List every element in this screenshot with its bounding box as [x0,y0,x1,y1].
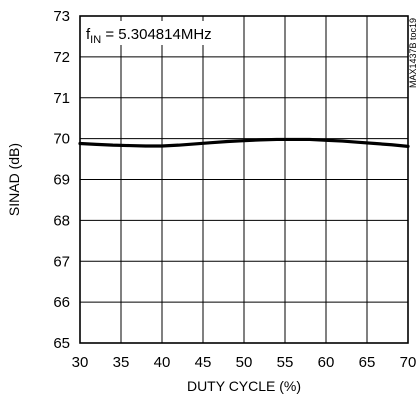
y-axis-title: SINAD (dB) [6,143,22,216]
y-tick-label: 72 [53,49,70,66]
figure-id-label: MAX1437B toc19 [408,18,418,88]
annotation-label: fIN = 5.304814MHz [86,26,212,46]
x-tick-label: 55 [277,354,294,371]
y-tick-label: 68 [53,212,70,229]
annotation-background [82,21,214,45]
y-tick-label: 73 [53,8,70,25]
x-tick-label: 35 [113,354,130,371]
series-layer [78,137,410,148]
x-tick-label: 60 [318,354,335,371]
y-tick-label: 65 [53,335,70,352]
annotation-prefix: f [86,26,91,43]
x-tick-labels: 30 35 40 45 50 55 60 65 70 [72,354,417,371]
y-tick-label: 69 [53,172,70,189]
y-tick-label: 71 [53,90,70,107]
y-tick-label: 70 [53,131,70,148]
x-tick-label: 70 [400,354,417,371]
y-tick-label: 66 [53,294,70,311]
x-tick-label: 30 [72,354,89,371]
series-line [78,137,410,148]
annotation-value: = 5.304814MHz [101,26,212,43]
y-tick-labels: 65 66 67 68 69 70 71 72 73 [53,8,70,352]
x-tick-label: 40 [154,354,171,371]
x-tick-label: 65 [359,354,376,371]
x-axis-title: DUTY CYCLE (%) [187,378,301,394]
x-tick-label: 50 [236,354,253,371]
plot-frame [79,15,409,344]
y-tick-label: 67 [53,253,70,270]
annotation-subscript: IN [90,34,101,46]
x-tick-label: 45 [195,354,212,371]
